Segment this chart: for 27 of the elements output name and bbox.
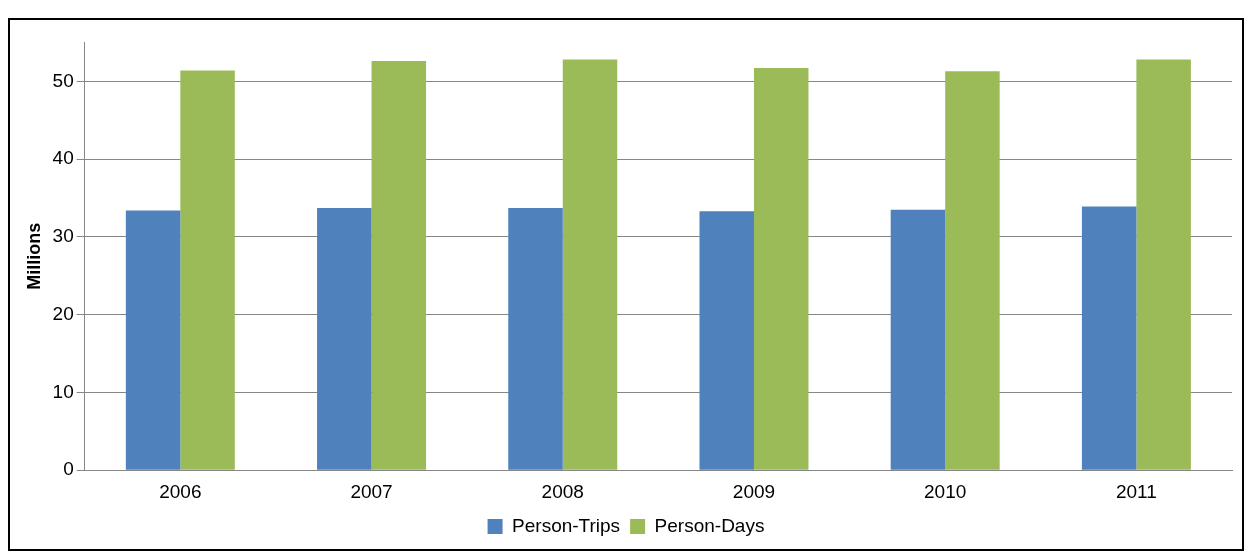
bar — [562, 59, 618, 470]
bar — [125, 210, 181, 470]
y-tick-label: 50 — [52, 69, 74, 91]
x-tick-label: 2009 — [732, 480, 776, 502]
bar — [699, 211, 754, 470]
y-tick-label: 10 — [52, 380, 74, 402]
x-tick-label: 2010 — [924, 480, 967, 502]
y-tick-label: 30 — [52, 225, 74, 247]
x-tick-label: 2007 — [350, 480, 393, 502]
bar — [945, 71, 1000, 470]
bar — [180, 70, 235, 470]
x-tick-label: 2006 — [159, 480, 202, 502]
bar — [753, 68, 809, 470]
y-tick-label: 20 — [52, 302, 74, 324]
bar — [1081, 206, 1137, 470]
bar — [508, 208, 563, 470]
bar — [890, 209, 946, 470]
bar — [1136, 59, 1191, 470]
bar — [317, 208, 372, 470]
bar — [371, 61, 427, 470]
y-tick-label: 0 — [63, 458, 74, 480]
y-axis-title: Millions — [23, 222, 44, 290]
x-tick-label: 2011 — [1115, 480, 1157, 502]
x-tick-label: 2008 — [541, 480, 584, 502]
y-tick-label: 40 — [52, 147, 74, 169]
legend-label: Person-Days — [654, 514, 765, 536]
legend-label: Person-Trips — [512, 514, 621, 536]
